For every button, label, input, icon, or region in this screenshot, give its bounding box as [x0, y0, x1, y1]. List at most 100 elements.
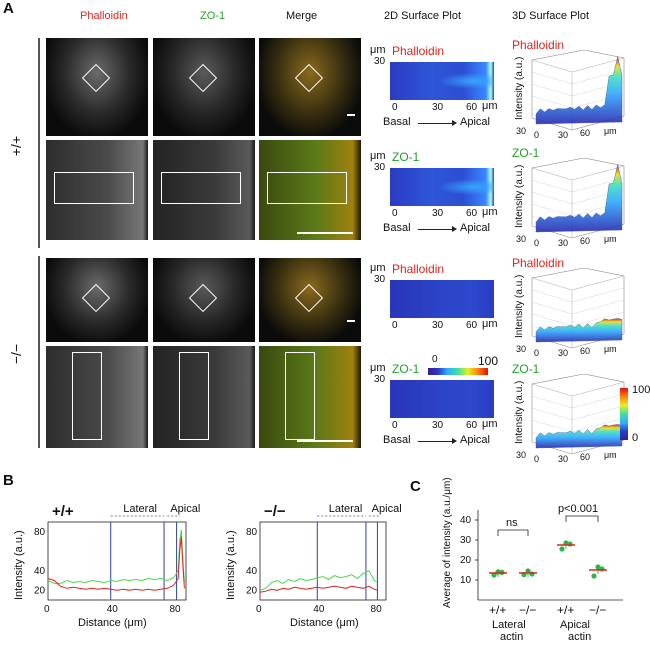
col-header-2d-surface: 2D Surface Plot: [384, 10, 462, 22]
data-point: [591, 573, 597, 579]
data-point: [529, 571, 535, 577]
micrograph-r2-c1: [46, 140, 148, 240]
surf2d-heatmap: [390, 62, 494, 100]
surf3d-grid: [531, 83, 573, 97]
sig-bracket-ns: [497, 529, 529, 536]
surf3d-surface: [535, 56, 623, 125]
colorbar-max: 100: [478, 354, 499, 368]
roi-box: [161, 172, 241, 204]
colorbar-3d-max: 100: [632, 384, 650, 396]
surf2d-x-unit: μm: [482, 418, 498, 430]
plot-b-genotype: −/−: [264, 503, 286, 520]
colorbar-3d: [620, 388, 628, 440]
sig-label-ns: ns: [506, 517, 518, 529]
surf2d-heatmap: [390, 380, 494, 418]
surf3d-tick: 30: [516, 450, 526, 460]
group-lateral-1: Lateral: [492, 619, 526, 631]
genotype-label-wt: +/+: [8, 135, 25, 157]
surf3d-grid: [571, 311, 625, 327]
surf2d-apical-label: Apical: [460, 434, 490, 446]
plot-c-group-label: +/+: [489, 603, 506, 617]
surf2d-heatmap: [390, 168, 494, 206]
plot-c-y-tick: 40: [460, 515, 472, 526]
panel-b-letter: B: [3, 472, 14, 489]
surf2d-y-tick: 30: [374, 56, 386, 67]
surf2d-x-tick: 30: [432, 208, 444, 219]
surf2d-y-tick: 30: [374, 374, 386, 385]
surf2d-y-unit: μm: [370, 150, 386, 162]
plot-b-y-tick: 20: [34, 585, 46, 596]
basal-apical-arrow: [418, 123, 454, 124]
surf3d-tick: μm: [604, 126, 617, 136]
surf3d-axes: 30 0 30 60 μm Intensity (a.u.): [514, 158, 625, 248]
arrow-head: [452, 120, 457, 126]
series-zo1: [47, 529, 185, 584]
surf3d-grid: [531, 179, 573, 193]
surf3d-grid: [531, 395, 573, 409]
basal-apical-arrow: [418, 441, 454, 442]
col-header-phalloidin: Phalloidin: [80, 10, 128, 22]
plot-b-genotype: +/+: [52, 503, 74, 520]
scale-bar: [297, 440, 353, 442]
surf3d-edge: [531, 167, 573, 181]
surf2d-basal-label: Basal: [383, 434, 411, 446]
surf3d-ylabel: Intensity (a.u.): [514, 381, 525, 444]
micrograph-r3-c1: [46, 258, 148, 342]
surf3d-tick: 30: [558, 348, 568, 358]
micrograph-r1-c1: [46, 38, 148, 136]
surf2d-y-unit: μm: [370, 262, 386, 274]
roi-box: [81, 283, 111, 313]
sig-bracket-p: [565, 515, 599, 522]
surf3d-tick: 0: [534, 130, 539, 140]
panel-a-letter: A: [3, 0, 14, 17]
surf2d-label: Phalloidin: [392, 262, 445, 276]
plot-b-y-tick: 20: [246, 585, 258, 596]
surf3d-surface: [535, 164, 623, 233]
bracket-ko: [38, 256, 40, 448]
surf3d-tick: 30: [558, 130, 568, 140]
plot-b-y-tick: 40: [246, 566, 258, 577]
plot-c-y-tick: 20: [460, 555, 472, 566]
surf3d-plot: 30 0 30 60 μm Intensity (a.u.): [514, 158, 625, 248]
surf3d-tick: 0: [534, 454, 539, 464]
surf3d-plot: 30 0 30 60 μm Intensity (a.u.): [514, 50, 625, 140]
data-point: [559, 546, 565, 552]
colorbar-min: 0: [432, 354, 438, 365]
surf3d-grid: [531, 289, 573, 303]
surf3d-axes: 30 0 30 60 μm Intensity (a.u.): [514, 268, 625, 358]
roi-box: [179, 352, 209, 440]
micrograph-r4-c3: [259, 346, 361, 448]
surf3d-tick: 60: [580, 128, 590, 138]
surf3d-grid: [531, 71, 573, 85]
surf3d-edge: [531, 277, 573, 291]
group-apical-1: Apical: [560, 619, 590, 631]
surf3d-tick: 30: [516, 234, 526, 244]
surf2d-label: Phalloidin: [392, 44, 445, 58]
colorbar-3d-min: 0: [632, 432, 639, 444]
surf3d-axes: 30 0 30 60 μm Intensity (a.u.): [514, 50, 625, 140]
surf2d-x-tick: 60: [466, 320, 478, 331]
surf2d-apical-label: Apical: [460, 222, 490, 234]
surf3d-tick: 30: [558, 238, 568, 248]
surf3d-tick: μm: [604, 450, 617, 460]
roi-box: [72, 352, 102, 440]
surf3d-grid: [531, 313, 573, 327]
surf3d-tick: 60: [580, 236, 590, 246]
surf3d-tick: 30: [516, 126, 526, 136]
surf3d-grid: [531, 419, 573, 433]
surf3d-grid: [531, 203, 573, 217]
surf2d-label: ZO-1: [392, 150, 420, 164]
series-phalloidin: [47, 536, 185, 591]
roi-box: [188, 283, 218, 313]
surf3d-tick: 60: [580, 346, 590, 356]
surf2d-x-tick: 30: [432, 102, 444, 113]
colorbar-2d: [428, 368, 488, 375]
surf2d-x-tick: 30: [432, 420, 444, 431]
genotype-label-ko: −/−: [8, 343, 25, 365]
surf2d-basal-label: Basal: [383, 116, 411, 128]
surf2d-basal-label: Basal: [383, 222, 411, 234]
roi-box: [188, 63, 218, 93]
surf3d-grid: [571, 393, 625, 409]
surf3d-edge: [571, 381, 625, 397]
surf3d-tick: 0: [534, 348, 539, 358]
